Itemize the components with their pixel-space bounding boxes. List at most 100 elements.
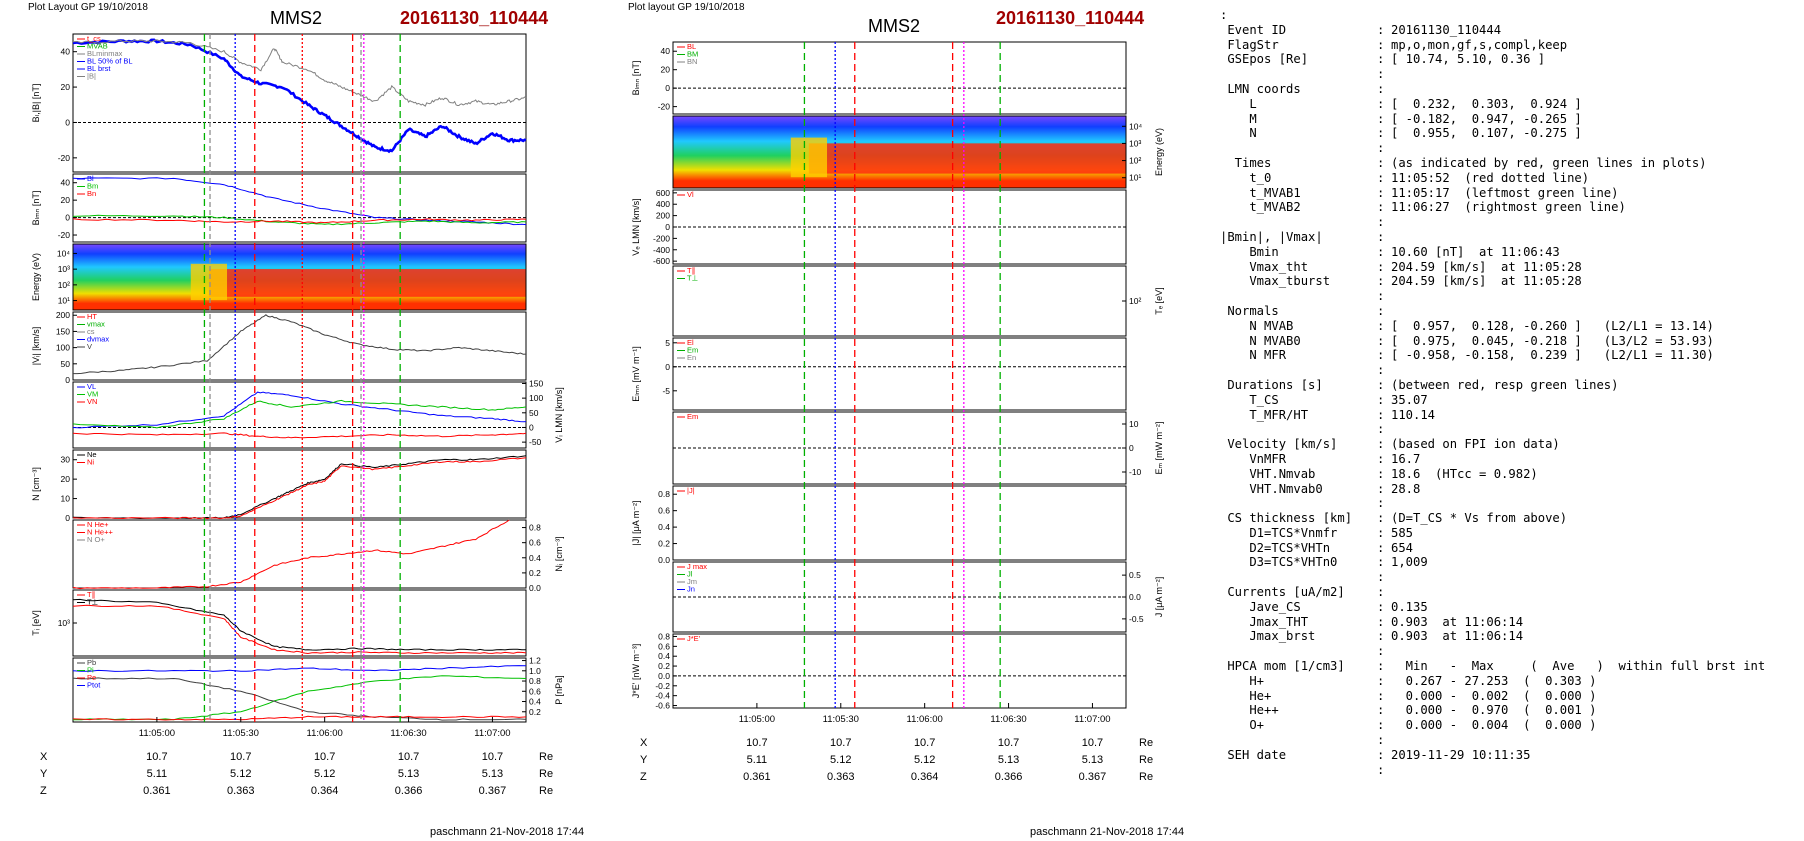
summary-row: :	[1220, 67, 1800, 82]
summary-row: Normals:	[1220, 304, 1800, 319]
summary-key: T_MFR/HT	[1220, 407, 1309, 422]
mid-xtick-label: 11:07:00	[1074, 714, 1110, 725]
left-coord-label-x: X	[40, 751, 48, 763]
left-subplot-frame	[72, 589, 527, 657]
mid-ytick-label: 20	[661, 65, 671, 75]
mid-subplot-frame	[672, 115, 1127, 189]
summary-key: FlagStr	[1220, 37, 1279, 52]
left-subplot-frame	[72, 449, 527, 519]
mid-ytick-label: 0.6	[658, 506, 670, 516]
summary-value	[1391, 304, 1800, 319]
summary-row: D3=TCS*VHTn0:1,009	[1220, 555, 1800, 570]
summary-colon: :	[1377, 333, 1385, 348]
summary-value: (as indicated by red, green lines in plo…	[1391, 155, 1707, 170]
left-coord-value: 5.12	[313, 768, 336, 780]
mid-ytick-label: 600	[656, 188, 670, 198]
summary-value: [ -0.958, -0.158, 0.239 ] (L2/L1 = 11.30…	[1391, 348, 1714, 363]
summary-key: He++	[1220, 703, 1279, 718]
summary-row: Currents [uA/m2]:	[1220, 585, 1800, 600]
left-subplot-2: Energy (eV) 10⁴ 10³ 10² 10¹	[31, 243, 527, 311]
left-legend-entry: Ni	[87, 458, 94, 467]
summary-key: D3=TCS*VHTn0	[1220, 555, 1338, 570]
mid-coord-unit: Re	[1139, 771, 1154, 783]
left-legend-entry: cs	[87, 327, 95, 336]
left-coord-value: 0.363	[227, 785, 255, 797]
mid-ytick-label: 0	[1129, 443, 1134, 453]
mid-legend-entry: Em	[687, 412, 698, 421]
summary-value: 20161130_110444	[1391, 22, 1502, 37]
summary-key: |Bmin|, |Vmax|	[1220, 229, 1323, 244]
summary-row: L: [ 0.232, 0.303, 0.924 ]	[1220, 97, 1800, 112]
summary-colon: :	[1377, 363, 1385, 378]
left-coord-unit: Re	[539, 751, 554, 763]
summary-value: [ 0.955, 0.107, -0.275 ]	[1391, 126, 1582, 141]
summary-value	[1391, 570, 1800, 585]
left-ytick-label: 40	[61, 178, 71, 188]
summary-row: He+: 0.000 - 0.002 ( 0.000 )	[1220, 689, 1800, 704]
summary-value: 1,009	[1391, 555, 1428, 570]
summary-row: N MVAB: [ 0.957, 0.128, -0.260 ] (L2/L1 =…	[1220, 319, 1800, 334]
summary-colon: :	[1377, 52, 1385, 67]
left-series-line	[72, 715, 527, 721]
left-legend-entry: V	[87, 342, 92, 351]
mid-ytick-label: 0	[665, 222, 670, 232]
mid-ylabel: Eₘ [mW m⁻²]	[1154, 422, 1164, 475]
summary-colon: :	[1377, 407, 1385, 422]
summary-key: HPCA mom [1/cm3]	[1220, 659, 1345, 674]
left-coord-value: 5.11	[146, 768, 168, 780]
summary-value: [ 0.957, 0.128, -0.260 ] (L2/L1 = 13.14)	[1391, 318, 1714, 333]
left-subplot-frame	[72, 173, 527, 243]
summary-value: 0.000 - 0.002 ( 0.000 )	[1391, 688, 1597, 703]
summary-colon: :	[1377, 540, 1385, 555]
mid-legend-entry: En	[687, 353, 696, 362]
mid-ytick-label: -0.6	[655, 701, 670, 711]
summary-key: VnMFR	[1220, 451, 1287, 466]
mid-ytick-label: -0.4	[655, 691, 670, 701]
left-ytick-label: 0	[65, 213, 70, 223]
left-ytick-label: 0.4	[529, 553, 541, 563]
mid-ytick-label: 0.2	[658, 661, 670, 671]
left-event-id: 20161130_110444	[400, 8, 549, 28]
summary-colon: :	[1377, 141, 1385, 156]
summary-value: 10.60 [nT] at 11:06:43	[1391, 244, 1560, 259]
summary-key: O+	[1220, 718, 1265, 733]
summary-colon: :	[1377, 718, 1385, 733]
mid-xtick-label: 11:06:00	[907, 714, 943, 725]
summary-row: Jmax_brst:0.903 at 11:06:14	[1220, 629, 1800, 644]
left-series-line	[73, 314, 527, 375]
left-legend-entry: |B|	[87, 72, 96, 81]
summary-value	[1391, 141, 1800, 156]
summary-row: HPCA mom [1/cm3]: Min - Max ( Ave ) with…	[1220, 659, 1800, 674]
mid-coord-value: 5.11	[746, 754, 768, 766]
summary-row: :	[1220, 289, 1800, 304]
left-spectrogram-band	[208, 269, 526, 297]
summary-colon: :	[1377, 126, 1385, 141]
summary-key	[1220, 496, 1377, 511]
left-ytick-label: 50	[529, 408, 539, 418]
summary-key: He+	[1220, 688, 1272, 703]
summary-colon: :	[1377, 599, 1385, 614]
summary-row: N: [ 0.955, 0.107, -0.275 ]	[1220, 126, 1800, 141]
left-ytick-label: 0	[65, 513, 70, 523]
mid-subplot-frame	[672, 265, 1127, 337]
left-series-line	[72, 214, 527, 226]
mid-coord-value: 5.13	[997, 754, 1020, 766]
summary-colon: :	[1377, 229, 1385, 244]
left-legend-entry: T∥	[87, 590, 95, 599]
mid-ytick-label: 10⁴	[1129, 121, 1142, 131]
summary-key: T_CS	[1220, 392, 1279, 407]
left-subplot-6: Nᵢ [cm⁻³] 0.8 0.6 0.4 0.2 0.0 N He+N He++N O+	[72, 519, 564, 593]
summary-value: (D=T_CS * Vs from above)	[1391, 511, 1568, 526]
mid-subplot-frame	[672, 633, 1127, 709]
summary-key: N MVAB	[1220, 318, 1294, 333]
mid-legend-entry: J*E'	[687, 634, 701, 643]
mid-legend-entry: Jl	[687, 570, 693, 579]
summary-colon: :	[1377, 185, 1385, 200]
mid-ytick-label: 0.0	[1129, 592, 1141, 602]
left-series-line	[72, 677, 527, 721]
summary-row: t_0:11:05:52 (red dotted line)	[1220, 171, 1800, 186]
left-legend-entry: t_cs	[87, 34, 101, 43]
summary-row: D2=TCS*VHTn:654	[1220, 541, 1800, 556]
left-ytick-label: 0.2	[529, 568, 541, 578]
